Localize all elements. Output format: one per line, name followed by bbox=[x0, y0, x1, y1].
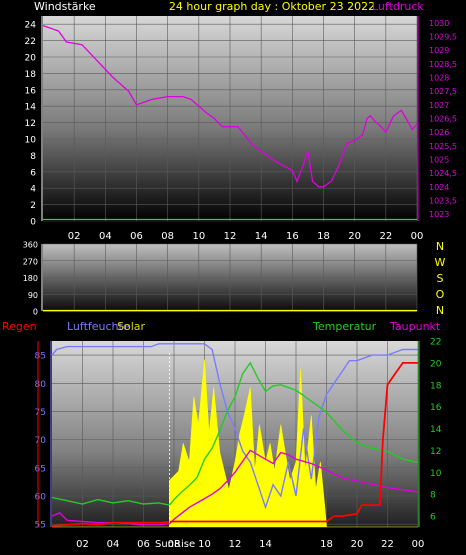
y-tick-label-pressure: 1028,5 bbox=[429, 60, 457, 69]
x-tick-label: 12 bbox=[229, 539, 242, 550]
y-tick-label-direction: 90 bbox=[28, 291, 38, 300]
legend-dewpoint: Taupunkt bbox=[389, 320, 441, 333]
y-tick-label-pressure: 1025,5 bbox=[429, 142, 457, 151]
x-tick-label: 10 bbox=[192, 231, 205, 242]
x-tick-label: 08 bbox=[168, 539, 181, 550]
y-tick-label-wind: 0 bbox=[30, 218, 36, 228]
y-tick-label-pressure: 1026,5 bbox=[429, 115, 457, 124]
header-right-label: Luftdruck bbox=[372, 0, 424, 13]
legend-rain: Regen bbox=[2, 320, 37, 333]
y-tick-label-pressure: 1029,5 bbox=[429, 33, 457, 42]
y-tick-label-humidity: 80 bbox=[35, 380, 47, 390]
compass-w: W bbox=[435, 256, 446, 269]
x-tick-label: 04 bbox=[107, 539, 120, 550]
x-tick-label: 14 bbox=[259, 539, 272, 550]
legend-temperature: Temperatur bbox=[312, 320, 377, 333]
legend-humidity: Luftfeuchte bbox=[67, 320, 130, 333]
y-tick-label-direction: 0 bbox=[33, 308, 38, 317]
y-tick-label-pressure: 1026 bbox=[429, 128, 449, 137]
y-tick-label-temperature: 22 bbox=[430, 338, 441, 348]
series-line-temperature bbox=[51, 361, 419, 506]
y-tick-label-wind: 24 bbox=[25, 21, 37, 31]
y-tick-label-wind: 18 bbox=[25, 70, 37, 80]
x-tick-label: 20 bbox=[348, 231, 361, 242]
compass-n-bottom: N bbox=[436, 304, 444, 317]
compass-s: S bbox=[437, 272, 444, 285]
header-title: 24 hour graph day : Oktober 23 2022 bbox=[169, 0, 375, 13]
y-tick-label-pressure: 1024,5 bbox=[429, 169, 457, 178]
y-tick-label-pressure: 1027,5 bbox=[429, 87, 457, 96]
sunrise-label: SunRise bbox=[155, 539, 195, 550]
x-tick-label: 18 bbox=[317, 231, 330, 242]
x-tick-label: 06 bbox=[130, 231, 143, 242]
y-tick-label-temperature: 14 bbox=[430, 425, 442, 435]
y-tick-label-temperature: 6 bbox=[430, 513, 436, 523]
x-tick-label: 18 bbox=[320, 539, 333, 550]
y-tick-label-pressure: 1030 bbox=[429, 19, 449, 28]
x-tick-label: 10 bbox=[198, 539, 211, 550]
y-tick-label-direction: 360 bbox=[23, 241, 38, 250]
x-tick-label: 12 bbox=[224, 231, 237, 242]
y-tick-label-wind: 20 bbox=[25, 54, 37, 64]
x-tick-label: 00 bbox=[411, 231, 424, 242]
y-tick-label-pressure: 1023 bbox=[429, 210, 449, 219]
y-tick-label-wind: 8 bbox=[30, 152, 36, 162]
y-tick-label-temperature: 16 bbox=[430, 403, 442, 413]
x-tick-label: 00 bbox=[412, 539, 425, 550]
compass-o: O bbox=[436, 288, 445, 301]
y-tick-label-temperature: 12 bbox=[430, 447, 441, 457]
y-tick-label-temperature: 10 bbox=[430, 469, 442, 479]
y-tick-label-temperature: 8 bbox=[430, 491, 436, 501]
y-tick-label-humidity: 55 bbox=[35, 521, 46, 531]
y-tick-label-pressure: 1025 bbox=[429, 156, 449, 165]
x-tick-label: 02 bbox=[68, 231, 81, 242]
y-tick-label-wind: 16 bbox=[25, 86, 37, 96]
y-tick-label-wind: 10 bbox=[25, 136, 37, 146]
y-tick-label-pressure: 1029 bbox=[429, 46, 449, 55]
series-line-humidity bbox=[51, 343, 418, 510]
y-tick-label-pressure: 1027 bbox=[429, 101, 449, 110]
x-tick-label: 04 bbox=[99, 231, 112, 242]
y-tick-label-wind: 6 bbox=[30, 168, 36, 178]
y-tick-label-wind: 4 bbox=[30, 185, 36, 195]
series-line-pressure bbox=[42, 24, 418, 188]
y-tick-label-temperature: 18 bbox=[430, 381, 442, 391]
header-left-label: Windstärke bbox=[34, 0, 96, 13]
x-tick-label: 22 bbox=[379, 231, 392, 242]
y-tick-label-temperature: 20 bbox=[430, 359, 442, 369]
y-tick-label-wind: 2 bbox=[30, 201, 36, 211]
compass-n-top: N bbox=[436, 240, 444, 253]
x-tick-label: 20 bbox=[351, 539, 364, 550]
y-tick-label-wind: 12 bbox=[25, 119, 36, 129]
x-tick-label: 06 bbox=[137, 539, 150, 550]
y-tick-label-pressure: 1024 bbox=[429, 183, 449, 192]
x-tick-label: 14 bbox=[255, 231, 268, 242]
x-tick-label: 22 bbox=[381, 539, 394, 550]
legend-solar: Solar bbox=[117, 320, 146, 333]
series-line-rain bbox=[51, 361, 418, 527]
x-tick-label: 16 bbox=[286, 231, 299, 242]
y-tick-label-humidity: 65 bbox=[35, 464, 46, 474]
y-tick-label-direction: 180 bbox=[23, 274, 38, 283]
y-tick-label-direction: 270 bbox=[23, 257, 38, 266]
y-tick-label-pressure: 1028 bbox=[429, 74, 449, 83]
y-tick-label-humidity: 85 bbox=[35, 352, 46, 362]
y-tick-label-wind: 14 bbox=[25, 103, 37, 113]
y-tick-label-wind: 22 bbox=[25, 37, 36, 47]
series-area-solar bbox=[52, 359, 418, 528]
y-tick-label-humidity: 60 bbox=[35, 493, 47, 503]
y-tick-label-humidity: 70 bbox=[35, 436, 47, 446]
x-tick-label: 02 bbox=[76, 539, 89, 550]
x-tick-label: 08 bbox=[161, 231, 174, 242]
y-tick-label-humidity: 75 bbox=[35, 408, 46, 418]
y-tick-label-pressure: 1023,5 bbox=[429, 197, 457, 206]
